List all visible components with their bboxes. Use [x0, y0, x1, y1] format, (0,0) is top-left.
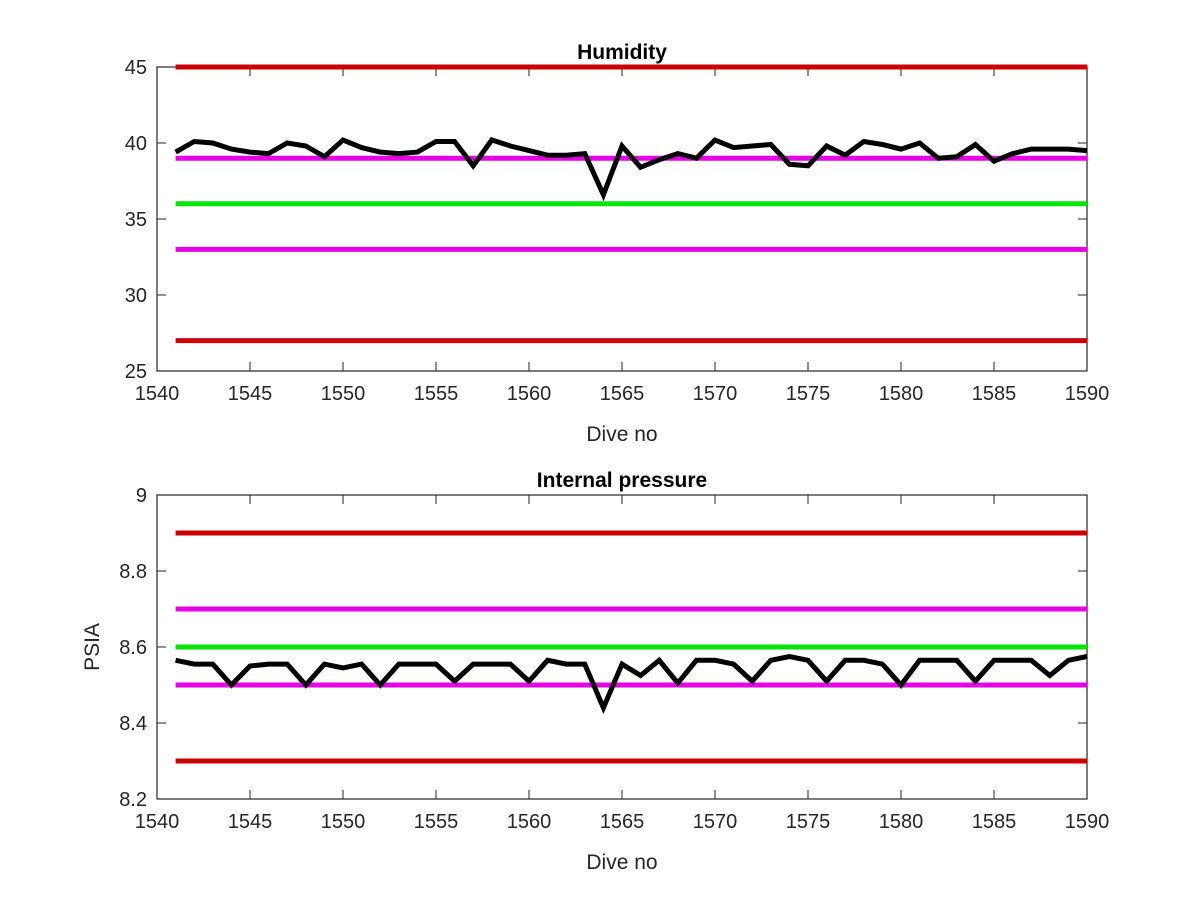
y-tick-label: 8.2	[119, 789, 147, 811]
x-tick-label: 1590	[1065, 811, 1110, 833]
x-tick-label: 1555	[414, 383, 459, 405]
data-line	[174, 137, 1088, 202]
y-axis-label: PSIA	[81, 623, 104, 671]
x-tick-label: 1575	[786, 811, 831, 833]
x-axis-label: Dive no	[586, 851, 657, 874]
y-tick-label: 25	[125, 361, 147, 383]
y-tick-label: 8.8	[119, 561, 147, 583]
y-tick-label: 9	[136, 485, 147, 507]
y-tick-label: 40	[125, 133, 147, 155]
x-tick-label: 1550	[321, 811, 366, 833]
y-tick-label: 35	[125, 209, 147, 231]
x-tick-label: 1565	[600, 383, 645, 405]
chart-panel-2: 1540 1545 1550 1555 1560 1565 1570 1575 1580 1585…	[81, 469, 1109, 874]
y-tick-label: 45	[125, 57, 147, 79]
x-tick-label: 1570	[693, 383, 738, 405]
x-tick-label: 1565	[600, 811, 645, 833]
chart-title: Internal pressure	[537, 469, 707, 492]
x-tick-label: 1545	[228, 811, 273, 833]
x-tick-label: 1560	[507, 383, 552, 405]
x-tick-label: 1540	[135, 811, 180, 833]
y-tick-label: 8.4	[119, 713, 147, 735]
plot-area	[156, 66, 1088, 372]
x-tick-label: 1585	[972, 811, 1017, 833]
x-tick-label: 1585	[972, 383, 1017, 405]
x-tick-label: 1540	[135, 383, 180, 405]
chart-title: Humidity	[577, 41, 667, 64]
x-tick-label: 1555	[414, 811, 459, 833]
x-tick-label: 1580	[879, 383, 924, 405]
x-axis-label: Dive no	[586, 423, 657, 446]
data-line	[175, 653, 1088, 715]
x-tick-label: 1570	[693, 811, 738, 833]
y-tick-label: 8.6	[119, 637, 147, 659]
x-tick-label: 1545	[228, 383, 273, 405]
chart-panel-1: 1540 1545 1550 1555 1560 1565 1570 1575 1580 1585…	[125, 41, 1110, 446]
x-tick-label: 1580	[879, 811, 924, 833]
x-tick-label: 1590	[1065, 383, 1110, 405]
x-tick-label: 1575	[786, 383, 831, 405]
x-tick-label: 1560	[507, 811, 552, 833]
x-tick-label: 1550	[321, 383, 366, 405]
y-tick-label: 30	[125, 285, 147, 307]
